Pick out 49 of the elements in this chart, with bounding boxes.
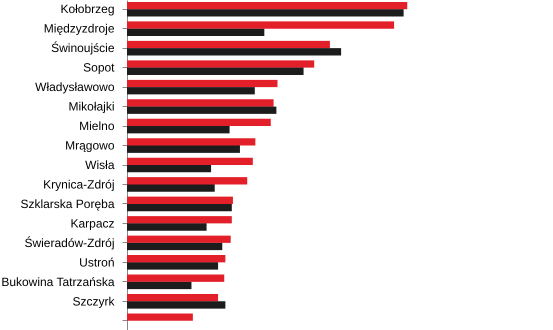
bar: [127, 274, 224, 282]
bar: [127, 9, 404, 17]
bar: [127, 262, 218, 270]
y-tick-label: Mielno: [79, 119, 115, 134]
bar: [127, 106, 276, 114]
y-tick-label: Szczyrk: [72, 294, 116, 308]
y-tick-label: Bukowina Tatrzańska: [1, 274, 115, 289]
bar: [127, 165, 212, 172]
bar: [127, 60, 314, 68]
bar: [127, 158, 253, 165]
y-tick-label: Ustroń: [79, 255, 114, 270]
bar: [127, 68, 304, 75]
y-tick-label: Karpacz: [70, 216, 114, 230]
bar: [127, 223, 207, 231]
bar: [127, 99, 274, 107]
bar: [127, 2, 408, 10]
bar: [127, 138, 256, 146]
y-tick-label: Wisła: [85, 158, 115, 172]
bar: [127, 184, 215, 192]
bar: [127, 28, 264, 36]
bar: [127, 313, 193, 321]
y-tick-label: Kołobrzeg: [60, 2, 114, 16]
bar: [127, 21, 394, 29]
bar: [127, 196, 233, 204]
bar: [127, 146, 240, 153]
y-tick-label: Krynica-Zdrój: [43, 177, 114, 192]
bar: [127, 40, 330, 48]
y-tick-label: Mikołajki: [68, 100, 114, 114]
bar: [127, 87, 255, 94]
bar: [127, 255, 226, 262]
bar: [127, 282, 192, 290]
y-tick-label: Świeradów-Zdrój: [24, 236, 114, 250]
bar: [127, 242, 222, 250]
y-tick-label: Szklarska Poręba: [20, 196, 115, 211]
bar: [127, 216, 232, 224]
bar: [127, 236, 231, 243]
bar: [127, 301, 226, 309]
y-tick-label: Międzyzdroje: [44, 22, 115, 36]
bar: [127, 294, 218, 302]
bar: [127, 204, 232, 212]
bar: [127, 177, 248, 184]
bar: [127, 80, 278, 88]
bar: [127, 118, 271, 126]
y-tick-label: Władysławowo: [35, 80, 115, 94]
y-tick-label: Mrągowo: [65, 138, 115, 153]
bar: [127, 126, 230, 134]
y-tick-label: Sopot: [83, 60, 116, 75]
y-tick-label: Świnoujście: [51, 41, 115, 56]
bar: [127, 48, 342, 56]
